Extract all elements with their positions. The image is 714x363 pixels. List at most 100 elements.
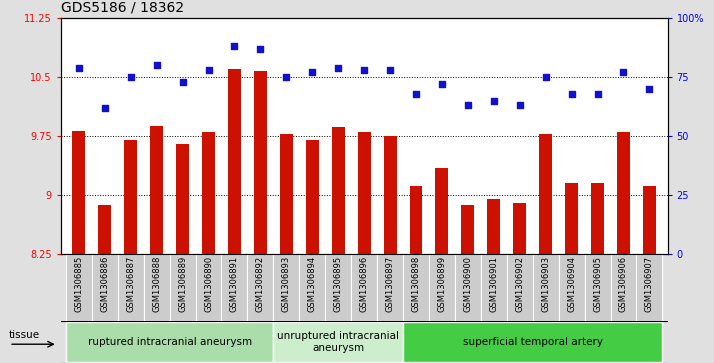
- Bar: [66, 254, 92, 321]
- Text: GSM1306905: GSM1306905: [593, 256, 602, 312]
- Text: GDS5186 / 18362: GDS5186 / 18362: [61, 0, 183, 15]
- Bar: [299, 254, 326, 321]
- Text: GSM1306907: GSM1306907: [645, 256, 654, 312]
- Bar: [455, 254, 481, 321]
- Bar: [273, 322, 403, 362]
- Bar: [513, 203, 526, 254]
- Text: GSM1306901: GSM1306901: [489, 256, 498, 312]
- Bar: [124, 140, 137, 254]
- Bar: [99, 204, 111, 254]
- Bar: [170, 254, 196, 321]
- Bar: [643, 186, 656, 254]
- Text: GSM1306890: GSM1306890: [204, 256, 213, 312]
- Bar: [617, 132, 630, 254]
- Point: [514, 102, 526, 108]
- Text: GSM1306892: GSM1306892: [256, 256, 265, 312]
- Point: [411, 91, 422, 97]
- Text: GSM1306899: GSM1306899: [438, 256, 446, 312]
- Bar: [326, 254, 351, 321]
- Point: [151, 62, 162, 68]
- Bar: [196, 254, 221, 321]
- Bar: [306, 140, 318, 254]
- Text: GSM1306896: GSM1306896: [360, 256, 368, 313]
- Point: [436, 81, 448, 87]
- Text: GSM1306886: GSM1306886: [100, 256, 109, 313]
- Bar: [539, 134, 552, 254]
- Bar: [72, 131, 86, 254]
- Bar: [228, 69, 241, 254]
- Text: GSM1306889: GSM1306889: [178, 256, 187, 313]
- Bar: [118, 254, 144, 321]
- Point: [488, 98, 500, 104]
- Point: [540, 74, 551, 80]
- Text: GSM1306887: GSM1306887: [126, 256, 135, 313]
- Point: [384, 67, 396, 73]
- Point: [255, 46, 266, 52]
- Text: GSM1306902: GSM1306902: [516, 256, 524, 312]
- Bar: [150, 126, 163, 254]
- Bar: [332, 127, 345, 254]
- Point: [333, 65, 344, 70]
- Text: GSM1306888: GSM1306888: [152, 256, 161, 313]
- Bar: [221, 254, 248, 321]
- Bar: [403, 254, 429, 321]
- Bar: [66, 322, 273, 362]
- Point: [644, 86, 655, 92]
- Bar: [558, 254, 585, 321]
- Point: [99, 105, 111, 111]
- Bar: [358, 132, 371, 254]
- Bar: [403, 322, 663, 362]
- Text: GSM1306897: GSM1306897: [386, 256, 395, 313]
- Bar: [429, 254, 455, 321]
- Text: GSM1306904: GSM1306904: [567, 256, 576, 312]
- Bar: [248, 254, 273, 321]
- Point: [177, 79, 188, 85]
- Point: [306, 70, 318, 76]
- Point: [73, 65, 84, 70]
- Text: superficial temporal artery: superficial temporal artery: [463, 337, 603, 347]
- Point: [125, 74, 136, 80]
- Text: ruptured intracranial aneurysm: ruptured intracranial aneurysm: [88, 337, 251, 347]
- Bar: [144, 254, 170, 321]
- Point: [566, 91, 578, 97]
- Text: GSM1306891: GSM1306891: [230, 256, 239, 312]
- Text: GSM1306903: GSM1306903: [541, 256, 550, 312]
- Bar: [92, 254, 118, 321]
- Bar: [254, 71, 267, 254]
- Text: GSM1306906: GSM1306906: [619, 256, 628, 312]
- Text: GSM1306894: GSM1306894: [308, 256, 317, 312]
- Bar: [176, 144, 189, 254]
- Text: tissue: tissue: [9, 330, 40, 340]
- Text: GSM1306885: GSM1306885: [74, 256, 84, 313]
- Text: unruptured intracranial
aneurysm: unruptured intracranial aneurysm: [277, 331, 399, 353]
- Bar: [461, 204, 474, 254]
- Bar: [488, 199, 501, 254]
- Bar: [585, 254, 610, 321]
- Text: GSM1306898: GSM1306898: [411, 256, 421, 313]
- Text: GSM1306893: GSM1306893: [282, 256, 291, 313]
- Point: [358, 67, 370, 73]
- Bar: [377, 254, 403, 321]
- Bar: [636, 254, 663, 321]
- Bar: [280, 134, 293, 254]
- Text: GSM1306895: GSM1306895: [333, 256, 343, 312]
- Bar: [410, 186, 423, 254]
- Point: [592, 91, 603, 97]
- Bar: [351, 254, 377, 321]
- Bar: [610, 254, 636, 321]
- Bar: [202, 132, 215, 254]
- Bar: [565, 183, 578, 254]
- Point: [228, 44, 240, 49]
- Text: GSM1306900: GSM1306900: [463, 256, 473, 312]
- Point: [281, 74, 292, 80]
- Point: [462, 102, 473, 108]
- Point: [618, 70, 629, 76]
- Bar: [481, 254, 507, 321]
- Bar: [383, 136, 396, 254]
- Bar: [436, 168, 448, 254]
- Bar: [533, 254, 558, 321]
- Bar: [507, 254, 533, 321]
- Bar: [591, 183, 604, 254]
- Point: [203, 67, 214, 73]
- Bar: [273, 254, 299, 321]
